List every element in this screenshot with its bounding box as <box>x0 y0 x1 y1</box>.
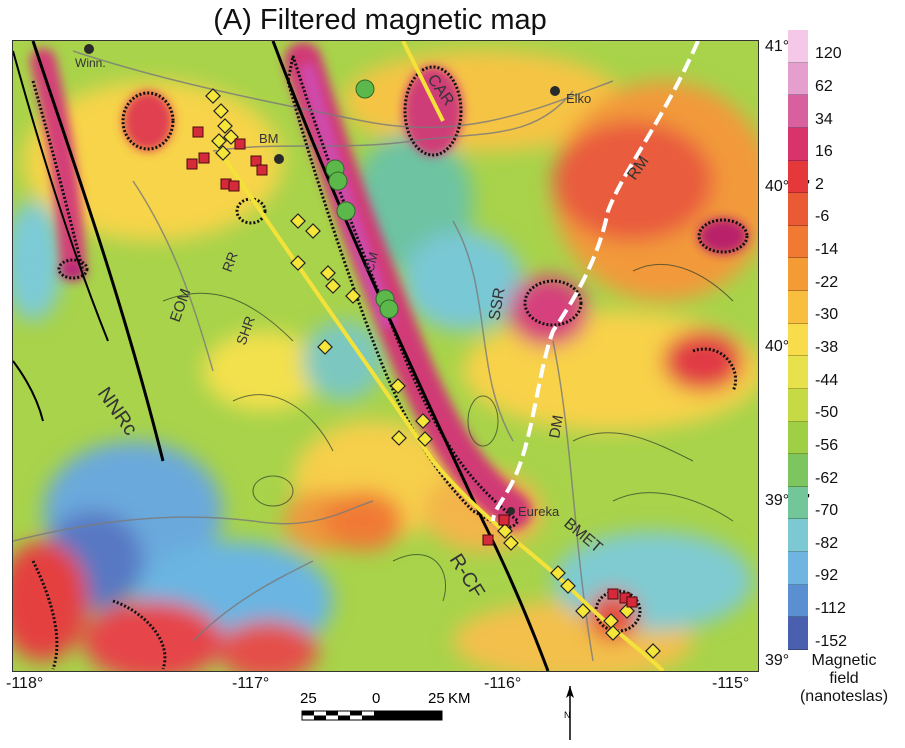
magnetic-map: Winn. Elko BM Eureka CAR RM NNRc R-CF BM… <box>12 40 759 672</box>
red-sites <box>186 126 638 608</box>
legend-label: 2 <box>815 175 824 193</box>
legend-label: 62 <box>815 77 833 95</box>
legend-label: -6 <box>815 208 830 226</box>
legend-swatch <box>788 421 808 455</box>
legend-label: -112 <box>815 600 846 618</box>
legend-swatch <box>788 291 808 324</box>
town-bm <box>274 154 284 164</box>
legend-swatch <box>788 388 808 422</box>
legend-swatch <box>788 95 808 128</box>
legend-swatch <box>788 127 808 161</box>
scale-right-label: 25 <box>428 690 445 707</box>
lon-label-117: -117° <box>232 675 270 692</box>
legend-swatch <box>788 486 808 520</box>
legend-label: -38 <box>815 339 839 356</box>
map-title: (A) Filtered magnetic map <box>213 4 547 36</box>
scale-bar: 25 0 25 KM <box>300 690 471 740</box>
legend-label: -14 <box>815 241 839 259</box>
legend-label: -30 <box>815 306 839 324</box>
field-anomalies <box>13 51 758 671</box>
legend-swatch <box>788 519 808 552</box>
legend-swatch <box>788 617 808 650</box>
town-winn <box>84 44 94 54</box>
label-elko: Elko <box>566 91 591 106</box>
map-canvas: Winn. Elko BM Eureka CAR RM NNRc R-CF BM… <box>13 41 758 671</box>
legend-swatch <box>788 62 808 96</box>
svg-text:N: N <box>564 710 571 720</box>
town-eureka <box>507 507 515 515</box>
legend-swatch <box>788 584 808 618</box>
town-elko <box>550 86 560 96</box>
lat-label-40: 40° <box>765 338 790 355</box>
green-site <box>336 201 356 221</box>
legend-label: -50 <box>815 404 839 422</box>
legend-label: -56 <box>815 436 839 454</box>
lon-label-116: -116° <box>484 675 522 692</box>
green-site <box>355 79 375 99</box>
legend-swatch <box>788 193 808 226</box>
fault-rcf <box>271 41 550 671</box>
white-dashed-boundary <box>491 41 700 522</box>
color-legend-labels: 120 62 34 16 2 -6 -14 -22 -30 -38 -44 -50 -56 -62 -70 -… <box>815 30 895 650</box>
legend-swatch <box>788 160 808 194</box>
legend-title: Magnetic field (nanoteslas) <box>785 652 903 706</box>
legend-label: -22 <box>815 273 839 291</box>
green-site <box>379 299 399 319</box>
label-cm: CM <box>361 250 381 273</box>
label-ssr: SSR <box>486 286 508 321</box>
legend-swatch <box>788 552 808 585</box>
roads <box>13 50 614 662</box>
color-legend <box>788 30 808 650</box>
legend-label: 34 <box>815 110 833 128</box>
yellow-sites <box>205 88 661 659</box>
label-bm: BM <box>259 131 279 146</box>
north-arrow-icon: N <box>564 686 574 740</box>
scale-left-label: 25 <box>300 690 317 707</box>
legend-label: -44 <box>815 371 839 389</box>
legend-swatch <box>788 258 808 291</box>
trend-car <box>401 41 445 122</box>
legend-swatch <box>788 356 808 389</box>
lon-label-118: -118° <box>6 675 44 692</box>
lat-label-39: 39° <box>765 652 790 669</box>
scale-unit-label: KM <box>448 690 471 707</box>
legend-label: -62 <box>815 469 839 487</box>
label-winn: Winn. <box>75 56 106 70</box>
label-eureka: Eureka <box>518 504 560 519</box>
legend-title-line3: (nanoteslas) <box>799 688 889 705</box>
legend-label: -82 <box>815 534 839 552</box>
legend-label: 120 <box>815 45 842 63</box>
scale-mid-label: 0 <box>372 690 381 707</box>
fault-nnrc-west <box>31 41 165 462</box>
lat-label-41: 41° <box>765 38 790 55</box>
legend-label: -70 <box>815 502 839 520</box>
legend-title-line1: Magnetic <box>811 652 877 669</box>
legend-swatch <box>788 225 808 259</box>
legend-label: -152 <box>815 632 848 650</box>
faults <box>13 41 550 671</box>
towns <box>84 44 560 515</box>
scale-bar-graphic <box>301 710 443 721</box>
label-dm: DM <box>546 414 567 440</box>
green-site <box>328 171 348 191</box>
legend-label: -92 <box>815 567 839 585</box>
fault-nnrc-east <box>13 50 109 342</box>
label-rr: RR <box>219 250 241 274</box>
legend-swatch <box>788 454 808 487</box>
legend-swatch <box>788 30 808 63</box>
fault-west-edge <box>13 360 44 422</box>
legend-title-line2: field <box>829 670 859 687</box>
lon-label-115: -115° <box>712 675 750 692</box>
legend-swatch <box>788 323 808 357</box>
green-sites <box>325 79 399 319</box>
legend-label: 16 <box>815 143 833 161</box>
geologic-contours <box>162 263 734 602</box>
